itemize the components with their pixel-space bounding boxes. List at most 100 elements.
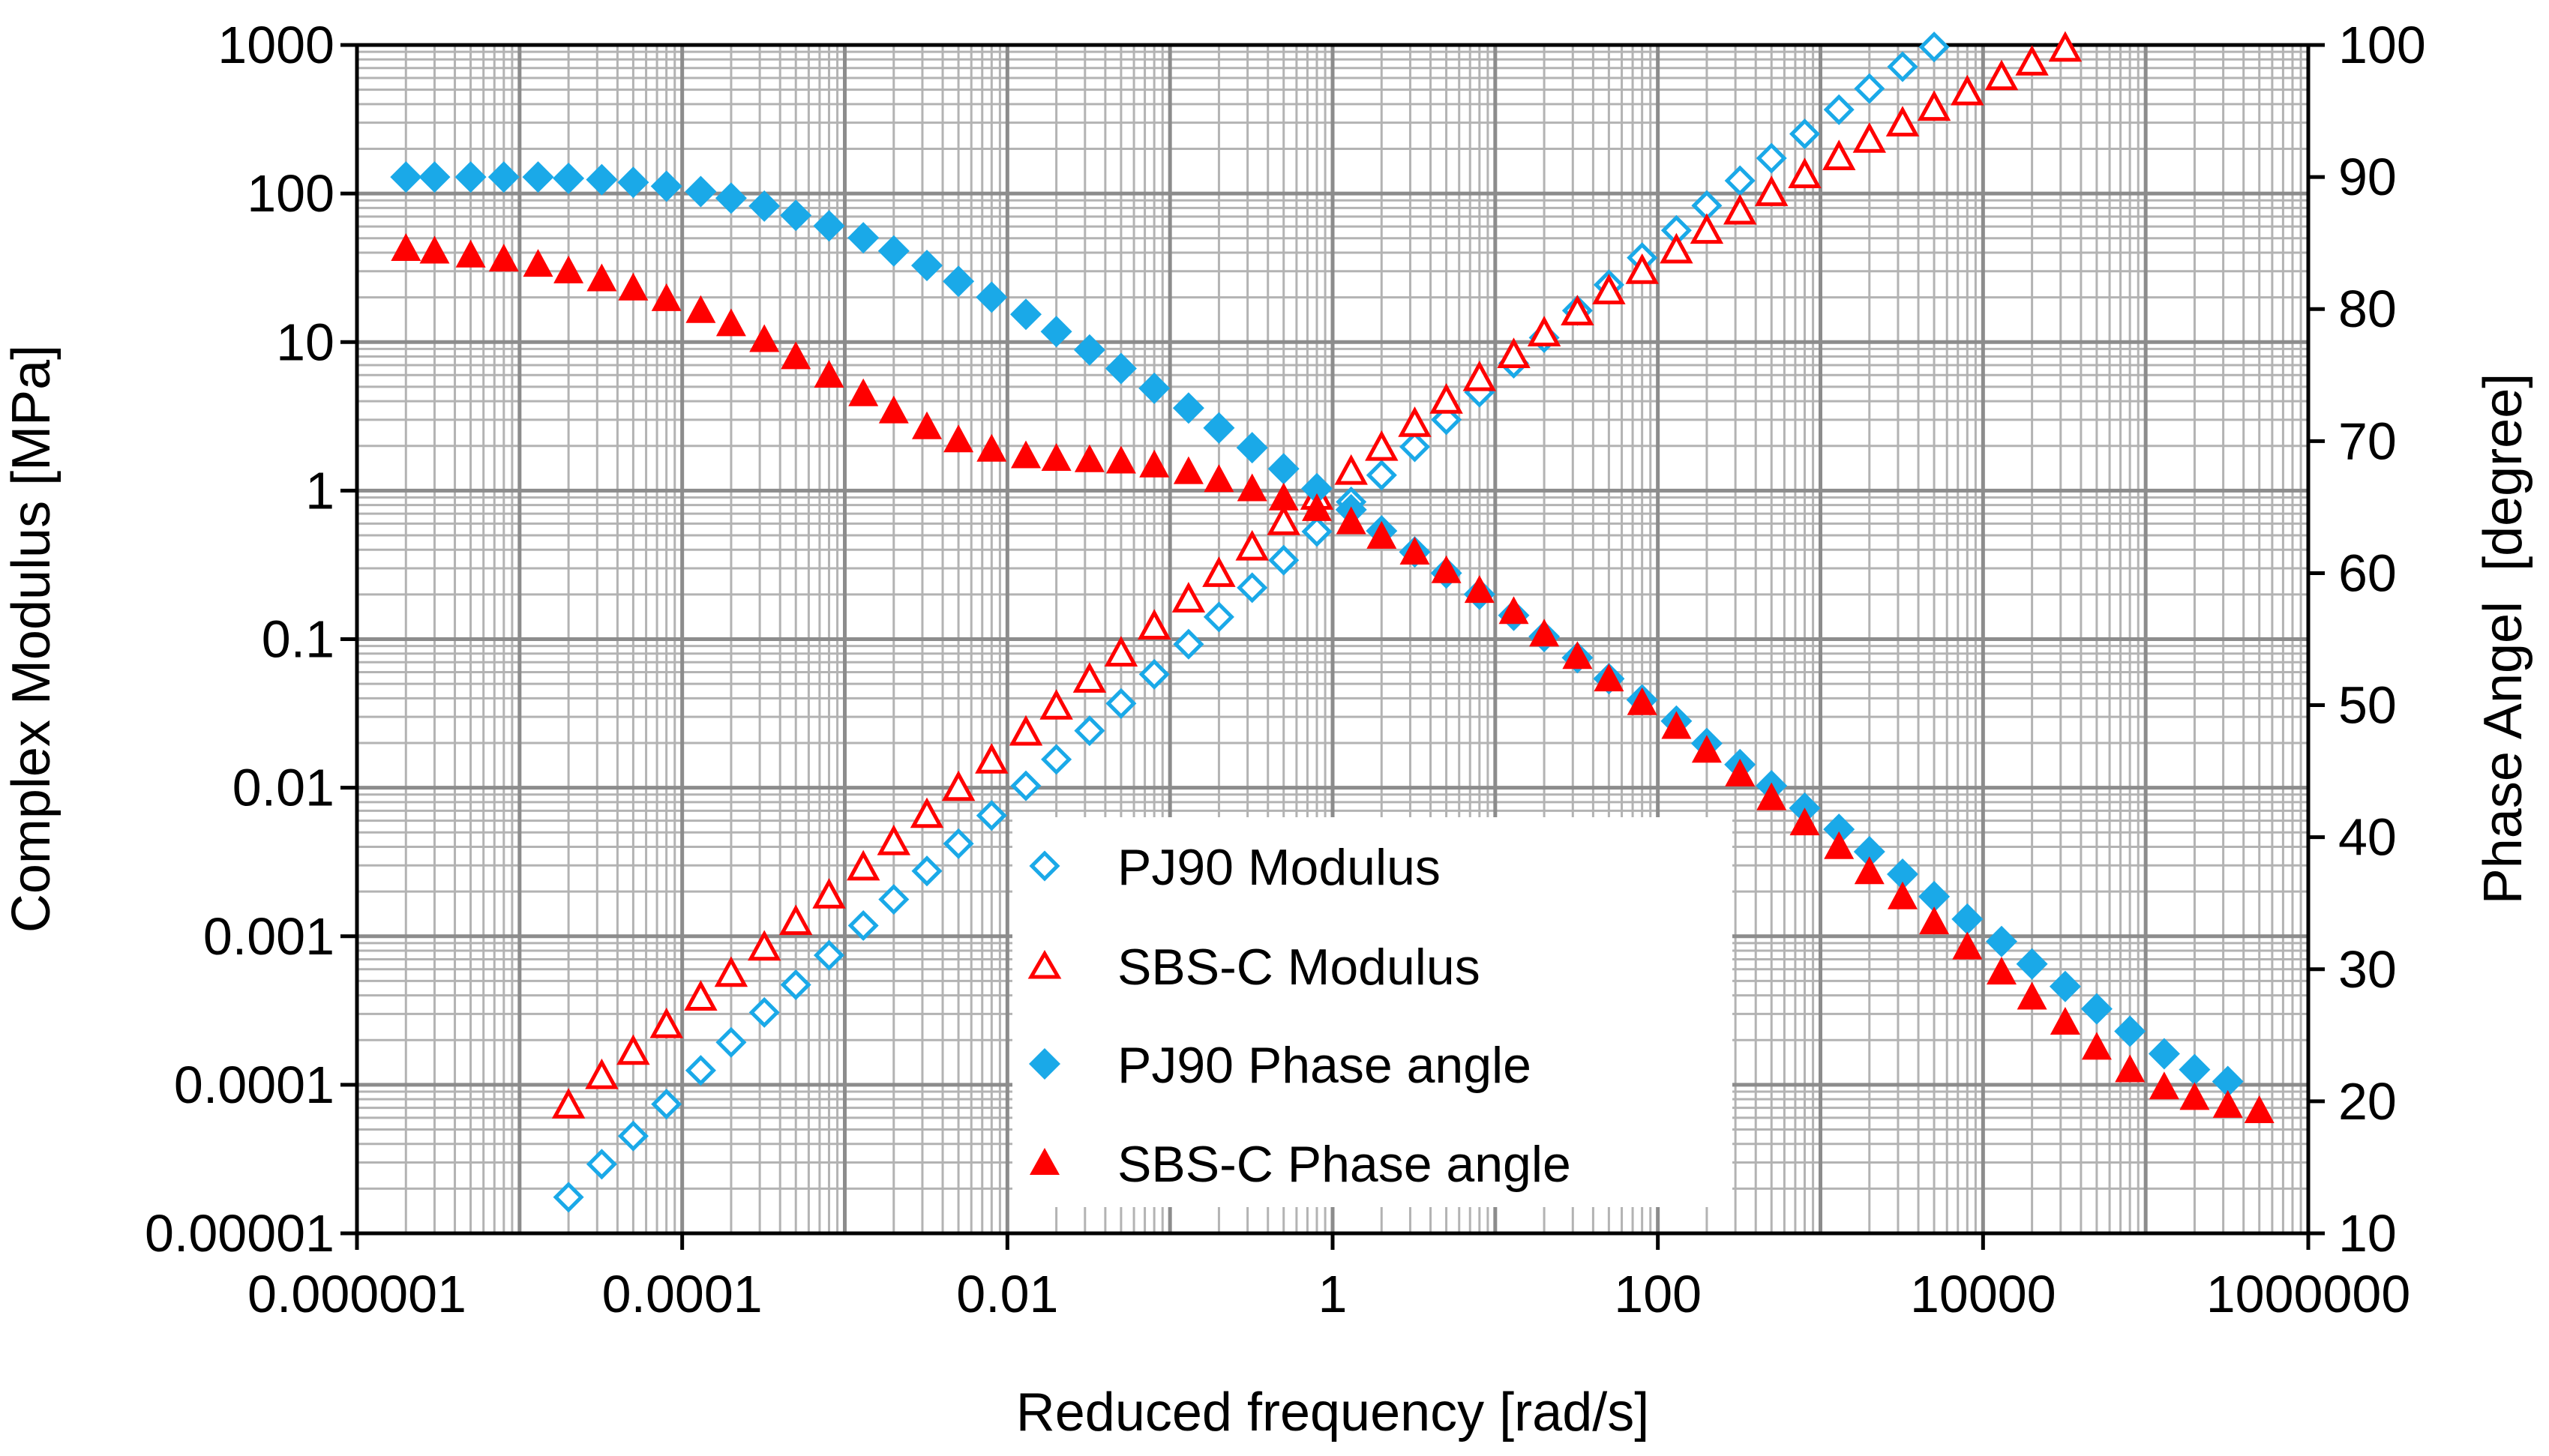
legend-marker-sbs-c-modulus xyxy=(1027,950,1062,979)
data-point xyxy=(748,996,780,1028)
data-point xyxy=(390,161,422,193)
y-left-tick-label: 0.1 xyxy=(262,610,334,669)
data-point xyxy=(1105,352,1137,385)
data-point xyxy=(616,1034,650,1065)
data-point xyxy=(1203,412,1235,444)
data-point xyxy=(1235,529,1269,561)
data-point xyxy=(1171,582,1206,613)
legend-label-sbs-c-modulus: SBS-C Modulus xyxy=(1117,939,1480,996)
y-right-tick-label: 60 xyxy=(2338,544,2397,602)
data-point xyxy=(419,235,450,264)
y-left-tick-label: 0.001 xyxy=(203,907,334,966)
data-point xyxy=(391,233,421,261)
data-point xyxy=(2015,45,2049,76)
data-point xyxy=(553,1182,584,1213)
data-point xyxy=(1462,360,1497,391)
data-point xyxy=(1917,90,1951,121)
data-point xyxy=(1301,472,1333,505)
data-point xyxy=(1105,445,1136,474)
data-point xyxy=(1334,454,1368,485)
y-right-tick-label: 30 xyxy=(2338,940,2397,999)
data-point xyxy=(1398,406,1432,437)
data-point xyxy=(2081,1032,2112,1060)
data-point xyxy=(878,884,910,915)
data-point xyxy=(418,161,451,193)
data-point xyxy=(976,433,1007,462)
data-point xyxy=(976,281,1008,313)
legend-label-pj90-modulus: PJ90 Modulus xyxy=(1117,839,1441,896)
data-point xyxy=(1919,906,1950,935)
data-point xyxy=(1336,506,1366,535)
data-point xyxy=(553,162,585,194)
data-point xyxy=(781,341,811,370)
data-point xyxy=(1887,51,1918,82)
data-point xyxy=(1661,711,1692,739)
data-point xyxy=(1237,572,1268,604)
data-point xyxy=(1723,193,1757,225)
data-point xyxy=(780,199,812,232)
y-right-tick-label: 10 xyxy=(2338,1204,2397,1263)
data-point xyxy=(2050,1007,2080,1035)
x-tick-label: 1000000 xyxy=(2206,1265,2411,1323)
legend-item-pj90-phase-angle: PJ90 Phase angle xyxy=(1029,1037,1531,1094)
data-point xyxy=(1202,556,1236,587)
data-point xyxy=(1268,544,1300,576)
data-point xyxy=(1885,106,1920,136)
data-point xyxy=(1691,735,1722,763)
data-point xyxy=(454,161,487,193)
legend-item-sbs-c-phase-angle: SBS-C Phase angle xyxy=(1030,1136,1571,1193)
x-tick-label: 0.01 xyxy=(956,1265,1058,1323)
data-point xyxy=(1011,440,1041,469)
data-point xyxy=(1236,432,1268,464)
data-point xyxy=(650,170,682,202)
data-point xyxy=(1138,658,1170,690)
data-point xyxy=(1822,139,1856,170)
series-sbs-c-modulus xyxy=(551,31,2083,1119)
data-point xyxy=(1887,858,1918,890)
data-point xyxy=(1594,664,1624,692)
data-point xyxy=(1431,555,1462,583)
data-point xyxy=(2179,1053,2211,1086)
y-left-tick-label: 100 xyxy=(247,164,334,223)
data-point xyxy=(617,1120,649,1152)
data-point xyxy=(1562,641,1593,670)
data-point xyxy=(847,909,879,942)
data-point xyxy=(1724,165,1756,196)
data-point xyxy=(1041,744,1072,775)
data-point xyxy=(848,378,879,406)
data-point xyxy=(2049,970,2081,1002)
data-point xyxy=(941,770,976,801)
data-point xyxy=(1301,516,1333,547)
data-point xyxy=(649,1007,683,1038)
data-point xyxy=(1399,431,1431,463)
legend-label-pj90-phase-angle: PJ90 Phase angle xyxy=(1117,1037,1531,1094)
data-point xyxy=(1464,575,1495,604)
data-point xyxy=(1823,813,1855,846)
data-point xyxy=(846,849,880,881)
legend-item-pj90-modulus: PJ90 Modulus xyxy=(1029,839,1441,896)
data-point xyxy=(780,969,811,1001)
data-point xyxy=(1366,460,1397,491)
data-point xyxy=(1237,473,1267,502)
data-point xyxy=(1789,118,1821,150)
data-point xyxy=(1203,601,1234,633)
data-point xyxy=(2114,1015,2146,1047)
data-point xyxy=(1173,628,1204,660)
data-point xyxy=(747,930,781,961)
data-point xyxy=(1984,59,2019,91)
y-right-tick-label: 50 xyxy=(2338,676,2397,735)
data-point xyxy=(586,263,617,292)
data-point xyxy=(1139,449,1170,478)
data-point xyxy=(1854,856,1885,885)
data-point xyxy=(1725,758,1756,786)
data-point xyxy=(847,222,880,254)
data-point xyxy=(749,324,780,352)
ticks-layer xyxy=(340,43,2325,1250)
data-point xyxy=(1824,831,1855,859)
data-point xyxy=(778,904,813,936)
data-point xyxy=(2080,993,2113,1025)
y-right-tick-label: 80 xyxy=(2338,280,2397,338)
data-point xyxy=(715,1026,747,1058)
data-point xyxy=(975,743,1009,774)
